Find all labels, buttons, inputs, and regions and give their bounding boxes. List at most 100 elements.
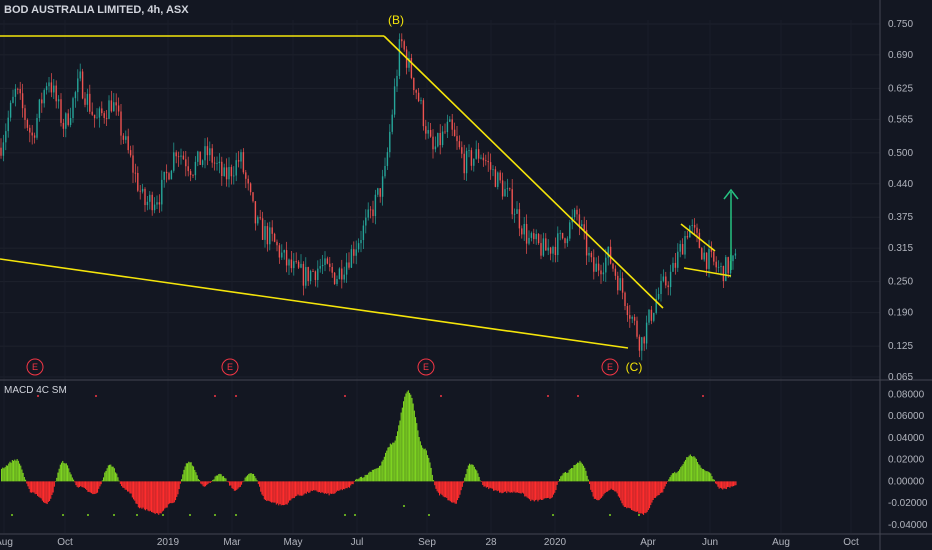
macd-bar (104, 472, 106, 482)
macd-bar (706, 471, 708, 482)
candle-body (175, 152, 177, 157)
price-tick-label: 0.500 (888, 148, 913, 159)
indicator-label[interactable]: MACD 4C SM (4, 385, 67, 396)
macd-bar (367, 474, 369, 482)
candle-body (727, 257, 729, 274)
macd-bar (35, 481, 37, 495)
candle-body (26, 119, 29, 128)
candle-body (552, 246, 554, 254)
macd-bar (158, 481, 160, 515)
macd-bar (125, 481, 127, 490)
macd-bar (284, 481, 286, 505)
macd-bar (15, 460, 17, 482)
macd-signal-dot (354, 514, 356, 516)
macd-bar (261, 481, 263, 495)
macd-bar (77, 481, 79, 488)
candle-body (564, 238, 566, 244)
macd-bar (667, 481, 669, 482)
macd-bar (524, 481, 526, 497)
macd-bar (200, 481, 202, 484)
macd-bar (387, 447, 389, 482)
macd-bar (633, 481, 635, 511)
macd-bar (32, 481, 34, 493)
candle-body (319, 266, 321, 269)
macd-bar (123, 481, 125, 488)
candle-body (276, 241, 278, 246)
macd-bar (639, 481, 641, 514)
candle-body (115, 102, 117, 106)
wave-c-label: (C) (626, 360, 643, 374)
macd-bar (665, 481, 667, 484)
macd-bar (721, 481, 723, 489)
macd-bar (389, 443, 391, 482)
earnings-marker-circle (26, 358, 44, 376)
price-tick-label: 0.565 (888, 114, 913, 125)
macd-bar (63, 462, 65, 482)
earnings-marker-circle (601, 358, 619, 376)
candle-body (720, 266, 722, 267)
candle-body (669, 271, 672, 288)
macd-bar (322, 481, 324, 493)
macd-bar (659, 481, 661, 494)
macd-bar (565, 471, 567, 482)
macd-bar (707, 471, 709, 482)
macd-bar (286, 481, 288, 505)
macd-bar (259, 481, 261, 487)
candle-body (144, 188, 146, 206)
macd-bar (616, 481, 618, 494)
macd-bar (388, 446, 390, 482)
macd-bar (343, 481, 345, 489)
macd-bar (723, 481, 725, 489)
candle-body (487, 161, 489, 163)
macd-bar (253, 473, 255, 482)
candle-body (12, 96, 14, 103)
macd-bar (610, 481, 612, 489)
earnings-marker[interactable]: E (601, 358, 619, 376)
macd-bar (205, 481, 207, 487)
macd-bar (61, 462, 63, 482)
macd-bar (269, 481, 271, 502)
macd-bar (621, 481, 623, 504)
macd-bar (647, 481, 649, 511)
macd-bar (175, 481, 177, 501)
macd-bar (152, 481, 154, 513)
macd-bar (623, 481, 625, 508)
candle-body (199, 151, 201, 165)
candle-body (672, 262, 674, 272)
candle-body (180, 155, 182, 157)
macd-bar (315, 481, 317, 491)
candle-body (161, 179, 163, 205)
earnings-marker[interactable]: E (221, 358, 239, 376)
macd-bar (334, 481, 336, 494)
earnings-marker[interactable]: E (417, 358, 435, 376)
earnings-marker[interactable]: E (26, 358, 44, 376)
macd-bar (99, 481, 101, 487)
macd-bar (340, 481, 342, 490)
candle-body (710, 248, 713, 252)
candle-body (413, 77, 415, 91)
candle-body (57, 99, 60, 102)
macd-bar (289, 481, 291, 501)
macd-bar (530, 481, 532, 502)
candle-body (713, 251, 715, 262)
macd-bar (129, 481, 131, 494)
candle-body (717, 266, 720, 268)
candle-body (600, 270, 602, 275)
candle-body (393, 86, 396, 115)
candle-body (309, 271, 312, 282)
candle-body (105, 117, 108, 119)
macd-bar (514, 481, 516, 493)
time-tick-label: 28 (485, 537, 497, 548)
macd-bar (309, 481, 311, 493)
candle-body (55, 85, 57, 102)
macd-bar (353, 481, 355, 482)
macd-bar (47, 481, 49, 502)
macd-bar (363, 477, 365, 482)
macd-bar (370, 471, 372, 482)
macd-bar (305, 481, 307, 494)
macd-bar (212, 479, 214, 482)
macd-bar (529, 481, 531, 500)
macd-bar (56, 477, 58, 482)
macd-bar (674, 471, 676, 482)
